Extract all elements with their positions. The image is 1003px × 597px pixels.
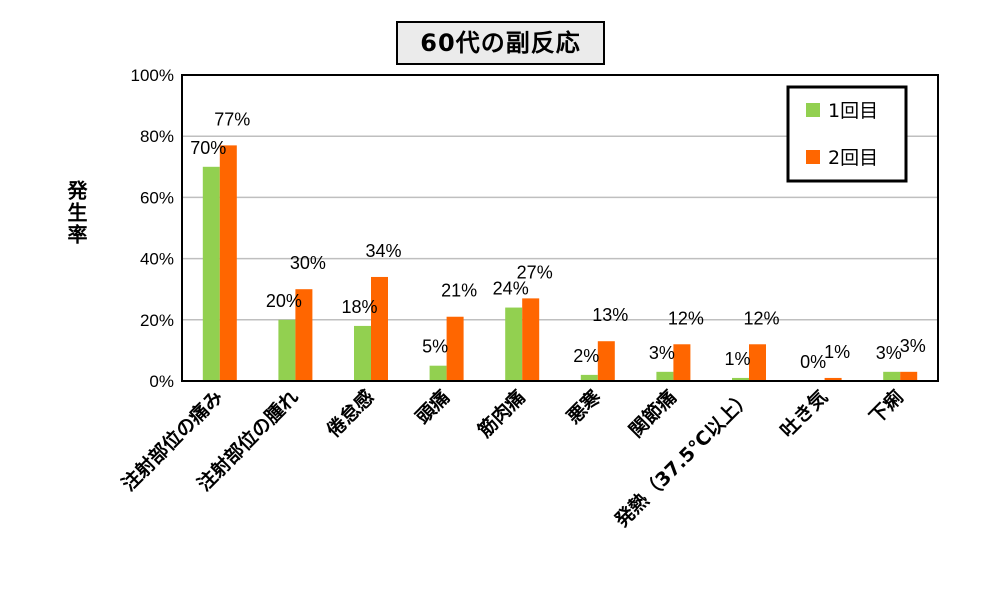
- bar-2-8: [824, 377, 842, 381]
- bar-1-5: [580, 374, 598, 381]
- bar-2-9: [900, 371, 918, 381]
- category-label: 発熱（37.5℃以上）: [610, 385, 757, 532]
- data-label: 18%: [341, 297, 377, 317]
- bar-2-6: [673, 344, 691, 381]
- plot-frame: [181, 74, 939, 382]
- category-label: 頭痛: [411, 385, 454, 428]
- y-tick-label: 20%: [140, 311, 174, 330]
- legend-box: [786, 85, 908, 183]
- y-tick-label: 100%: [131, 66, 174, 85]
- bar-2-2: [371, 276, 388, 381]
- data-label: 3%: [649, 343, 675, 363]
- y-tick-label: 40%: [140, 250, 174, 269]
- chart-title: 60代の副反応: [396, 21, 605, 65]
- gridlines: [182, 135, 938, 321]
- data-label: 1%: [724, 349, 750, 369]
- bars: [202, 145, 918, 381]
- data-label: 20%: [266, 291, 302, 311]
- bar-2-0: [219, 145, 237, 381]
- bar-2-3: [446, 316, 464, 381]
- y-tick-label: 0%: [149, 372, 174, 391]
- bar-1-9: [883, 371, 901, 381]
- data-label: 12%: [743, 308, 779, 328]
- bar-1-1: [278, 319, 296, 381]
- data-label: 13%: [592, 305, 628, 325]
- data-label: 5%: [422, 337, 448, 357]
- data-label: 3%: [900, 336, 926, 356]
- data-label: 70%: [190, 138, 226, 158]
- legend: 1回目 2回目: [786, 85, 908, 183]
- data-label: 77%: [214, 109, 250, 129]
- y-tick-label: 60%: [140, 188, 174, 207]
- data-label: 27%: [517, 262, 553, 282]
- data-label: 30%: [290, 253, 326, 273]
- data-label: 2%: [573, 346, 599, 366]
- y-tick-labels: 0% 20% 40% 60% 80% 100%: [131, 66, 174, 391]
- data-labels: 70%20% 18%5%24%2% 3% 1% 0% 3%77%30%34%21%27%1…: [190, 109, 925, 372]
- data-label: 24%: [493, 279, 529, 299]
- y-axis-label: 発生率: [64, 180, 88, 246]
- legend-swatch: [806, 103, 820, 117]
- bar-2-1: [295, 289, 313, 381]
- bar-1-0: [202, 166, 220, 381]
- legend-label: 1回目: [828, 100, 878, 122]
- bar-1-2: [354, 325, 371, 381]
- bar-2-7: [749, 344, 766, 381]
- legend-swatch: [806, 150, 820, 164]
- data-label: 12%: [668, 308, 704, 328]
- category-label: 悪寒: [562, 385, 605, 428]
- category-label: 吐き気: [776, 385, 833, 442]
- bar-1-3: [429, 365, 447, 381]
- category-label: 倦怠感: [322, 385, 379, 442]
- bar-2-4: [522, 298, 540, 381]
- bar-2-5: [597, 341, 615, 381]
- data-label: 0%: [800, 352, 826, 372]
- legend-label: 2回目: [828, 147, 878, 169]
- data-label: 21%: [441, 281, 477, 301]
- data-label: 1%: [824, 342, 850, 362]
- y-tick-label: 80%: [140, 127, 174, 146]
- data-label: 34%: [365, 241, 401, 261]
- bar-1-6: [656, 371, 674, 381]
- data-label: 3%: [876, 343, 902, 363]
- category-label: 関節痛: [624, 385, 681, 442]
- bar-1-4: [505, 307, 523, 381]
- category-label: 下痢: [865, 385, 908, 428]
- category-label: 筋肉痛: [473, 385, 530, 442]
- bar-1-7: [732, 377, 749, 381]
